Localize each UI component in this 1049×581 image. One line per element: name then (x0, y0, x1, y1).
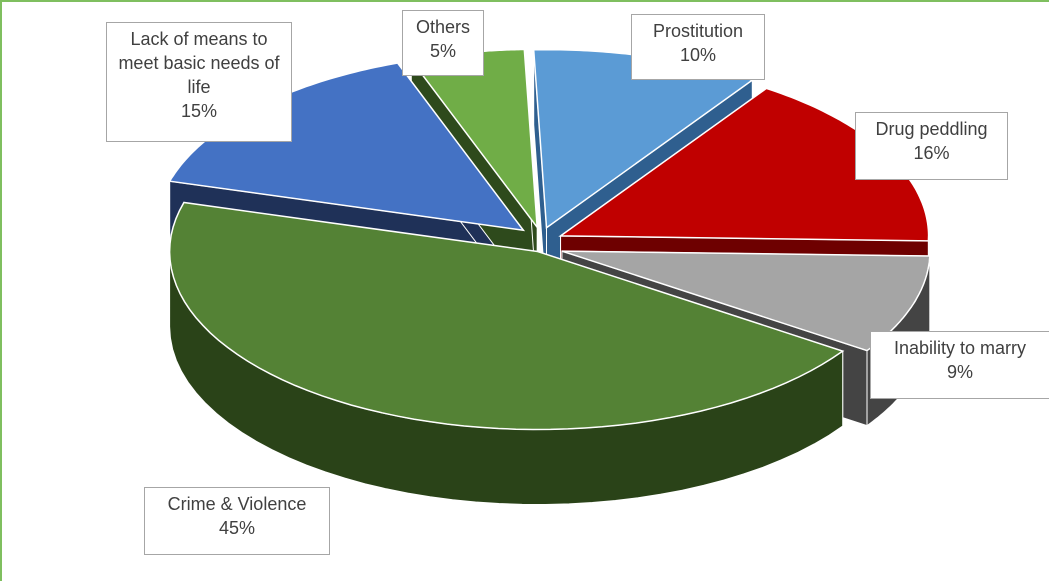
label-crime-violence-name: Crime & Violence (167, 494, 307, 514)
label-inability-to-marry-pct: 9% (946, 362, 973, 382)
label-crime-violence-pct: 45% (218, 518, 256, 538)
label-lack-of-means-pct: 15% (180, 101, 218, 121)
label-prostitution-pct: 10% (679, 45, 717, 65)
label-drug-peddling-name: Drug peddling (875, 119, 988, 139)
label-others: Others 5% (402, 10, 484, 76)
label-inability-to-marry-name: Inability to marry (893, 338, 1027, 358)
label-drug-peddling-pct: 16% (913, 143, 950, 163)
label-prostitution-name: Prostitution (652, 21, 744, 41)
label-lack-of-means: Lack of means to meet basic needs of lif… (106, 22, 292, 142)
label-inability-to-marry: Inability to marry 9% (870, 331, 1049, 399)
label-drug-peddling: Drug peddling 16% (855, 112, 1008, 180)
label-crime-violence: Crime & Violence 45% (144, 487, 330, 555)
slice-crime-violence (168, 201, 845, 431)
label-lack-of-means-name: Lack of means to meet basic needs of lif… (118, 29, 280, 97)
label-others-name: Others (415, 17, 471, 37)
label-others-pct: 5% (429, 41, 456, 61)
label-prostitution: Prostitution 10% (631, 14, 765, 80)
